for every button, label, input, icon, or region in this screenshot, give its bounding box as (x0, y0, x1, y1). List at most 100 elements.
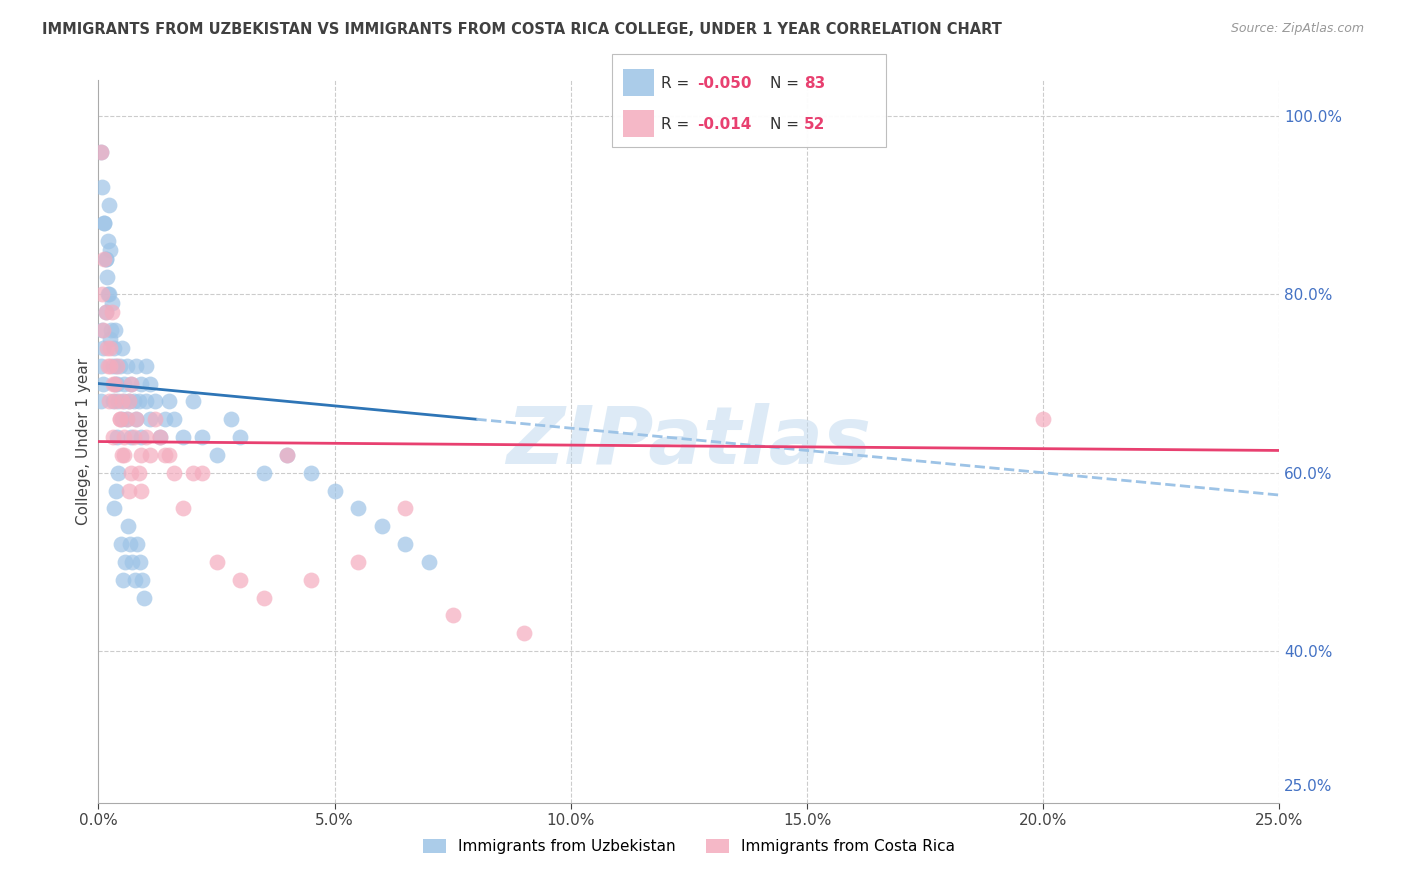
Point (90, 394, 112, 409)
Point (100, 305, 122, 319)
Point (108, 412, 131, 426)
Point (98, 243, 121, 257)
Point (115, 412, 138, 426)
Point (139, 448, 162, 462)
Point (104, 394, 127, 409)
Point (1032, 412, 1054, 426)
Point (90, 180, 112, 194)
Point (135, 430, 157, 444)
Point (94, 305, 117, 319)
Point (128, 466, 150, 480)
Point (181, 466, 204, 480)
Point (91, 341, 114, 355)
Point (129, 376, 152, 391)
Point (394, 537, 416, 551)
Point (299, 573, 322, 587)
Point (111, 341, 134, 355)
Point (139, 412, 162, 426)
Point (118, 394, 141, 409)
Point (100, 296, 122, 310)
Point (121, 376, 143, 391)
Point (191, 430, 214, 444)
Point (91, 323, 114, 337)
Text: N =: N = (770, 76, 804, 91)
Point (181, 394, 204, 409)
Point (131, 573, 153, 587)
Point (191, 466, 214, 480)
Point (135, 359, 157, 373)
Point (111, 573, 134, 587)
Point (103, 501, 125, 516)
Point (94, 305, 117, 319)
Point (512, 626, 534, 640)
Point (100, 323, 122, 337)
Point (323, 483, 346, 498)
Point (115, 412, 138, 426)
Point (108, 412, 131, 426)
Point (96, 269, 118, 284)
Point (112, 376, 135, 391)
Point (371, 519, 394, 533)
Point (97, 394, 120, 409)
Point (104, 376, 127, 391)
Text: Source: ZipAtlas.com: Source: ZipAtlas.com (1230, 22, 1364, 36)
Point (111, 412, 134, 426)
Y-axis label: College, Under 1 year: College, Under 1 year (76, 358, 91, 525)
Point (112, 394, 135, 409)
Text: 83: 83 (804, 76, 825, 91)
Point (122, 394, 145, 409)
Point (104, 376, 127, 391)
Point (114, 555, 136, 569)
Point (121, 430, 143, 444)
Point (98, 359, 121, 373)
Point (134, 591, 156, 605)
Point (117, 519, 139, 533)
Point (347, 555, 370, 569)
Point (135, 394, 157, 409)
Point (105, 359, 128, 373)
Point (128, 555, 150, 569)
Point (96, 341, 118, 355)
Point (157, 394, 180, 409)
Point (103, 341, 125, 355)
Point (91, 323, 114, 337)
Point (105, 430, 128, 444)
Point (121, 555, 143, 569)
Point (253, 591, 276, 605)
Point (97, 198, 120, 212)
Point (125, 412, 148, 426)
Point (115, 359, 138, 373)
Point (101, 430, 124, 444)
Point (143, 412, 166, 426)
Point (98, 332, 121, 346)
Text: R =: R = (661, 117, 695, 132)
Point (107, 466, 129, 480)
Point (110, 537, 132, 551)
Text: N =: N = (770, 117, 804, 132)
Point (93, 216, 115, 230)
Point (129, 483, 152, 498)
Point (112, 430, 135, 444)
Point (149, 430, 172, 444)
Point (205, 555, 228, 569)
Point (101, 394, 124, 409)
Point (107, 394, 129, 409)
Point (94, 252, 117, 266)
Point (124, 573, 146, 587)
Point (105, 376, 128, 391)
Point (118, 483, 141, 498)
Text: R =: R = (661, 76, 695, 91)
Point (97, 287, 120, 301)
Point (418, 555, 440, 569)
Point (112, 448, 135, 462)
Point (153, 448, 176, 462)
Point (90, 359, 112, 373)
Point (129, 448, 152, 462)
Point (143, 394, 166, 409)
Point (105, 359, 128, 373)
Legend: Immigrants from Uzbekistan, Immigrants from Costa Rica: Immigrants from Uzbekistan, Immigrants f… (416, 833, 962, 860)
Point (229, 573, 252, 587)
Point (111, 394, 134, 409)
Point (97, 234, 120, 248)
Point (276, 448, 298, 462)
